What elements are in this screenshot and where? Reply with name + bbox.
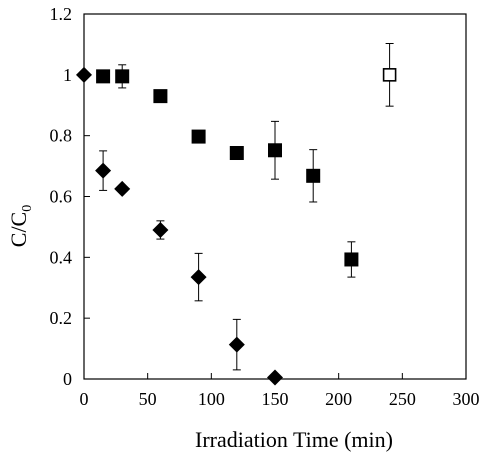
data-series	[76, 43, 397, 386]
axis-ticks: 0 50 100 150 200 250 300 0 0.2 0.4 0.6 0.8 1 1.2	[50, 4, 480, 409]
square-marker	[153, 89, 168, 104]
x-tick-label: 50	[139, 389, 157, 409]
open-square-marker	[382, 68, 397, 82]
x-tick-label: 300	[453, 389, 480, 409]
diamond-marker	[190, 269, 207, 286]
y-axis-title: C/C0	[6, 205, 35, 247]
series-filled-square	[96, 64, 359, 278]
diamond-marker	[114, 180, 131, 197]
y-tick-label: 1	[63, 65, 72, 85]
y-tick-label: 0	[63, 369, 72, 389]
square-marker	[268, 143, 282, 158]
square-marker	[191, 129, 206, 144]
y-axis-title-base: C/C	[6, 212, 31, 247]
x-tick-label: 100	[198, 389, 225, 409]
x-tick-label: 250	[389, 389, 416, 409]
diamond-marker	[95, 162, 112, 179]
square-marker	[229, 146, 244, 161]
x-axis-title: Irradiation Time (min)	[195, 427, 393, 452]
y-tick-label: 0.4	[50, 247, 73, 267]
square-marker	[344, 252, 359, 267]
diamond-marker	[228, 336, 245, 353]
series-filled-diamond	[76, 66, 283, 386]
y-tick-label: 0.8	[50, 126, 73, 146]
x-tick-label: 150	[262, 389, 289, 409]
diamond-marker	[152, 221, 169, 238]
y-tick-label: 1.2	[50, 4, 73, 24]
x-tick-label: 0	[80, 389, 89, 409]
diamond-marker	[76, 66, 92, 83]
square-marker	[96, 69, 111, 84]
x-tick-label: 200	[325, 389, 352, 409]
plot-area	[83, 13, 467, 380]
y-tick-label: 0.6	[50, 187, 73, 207]
series-open-square	[382, 43, 397, 107]
plot-frame	[83, 13, 467, 380]
square-marker	[115, 69, 130, 84]
square-marker	[306, 168, 321, 183]
y-axis-title-subscript: 0	[20, 205, 35, 212]
y-tick-label: 0.2	[50, 308, 73, 328]
diamond-marker	[267, 369, 283, 386]
